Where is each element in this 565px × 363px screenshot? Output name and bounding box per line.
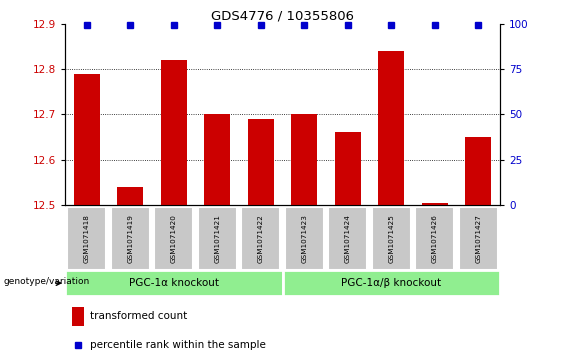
Text: GSM1071422: GSM1071422 <box>258 214 264 263</box>
Bar <box>160 60 187 205</box>
Bar <box>282 270 500 296</box>
Text: GSM1071418: GSM1071418 <box>84 214 90 263</box>
Bar <box>154 207 193 270</box>
Bar <box>465 137 492 205</box>
Text: GSM1071424: GSM1071424 <box>345 214 351 263</box>
Text: GSM1071427: GSM1071427 <box>475 214 481 263</box>
Bar <box>241 207 280 270</box>
Bar <box>291 114 318 205</box>
Bar <box>415 207 454 270</box>
Title: GDS4776 / 10355806: GDS4776 / 10355806 <box>211 9 354 23</box>
Bar <box>72 307 84 326</box>
Bar <box>247 119 274 205</box>
Bar <box>372 207 411 270</box>
Text: GSM1071420: GSM1071420 <box>171 214 177 263</box>
Bar <box>421 203 448 205</box>
Bar <box>459 207 498 270</box>
Text: PGC-1α/β knockout: PGC-1α/β knockout <box>341 278 441 288</box>
Bar <box>73 74 100 205</box>
Bar <box>67 207 106 270</box>
Bar <box>65 270 282 296</box>
Bar <box>285 207 324 270</box>
Text: transformed count: transformed count <box>90 311 188 321</box>
Bar <box>328 207 367 270</box>
Text: GSM1071425: GSM1071425 <box>388 214 394 263</box>
Text: PGC-1α knockout: PGC-1α knockout <box>129 278 219 288</box>
Text: genotype/variation: genotype/variation <box>3 277 89 286</box>
Text: GSM1071423: GSM1071423 <box>301 214 307 263</box>
Text: GSM1071419: GSM1071419 <box>127 214 133 263</box>
Bar <box>111 207 150 270</box>
Text: percentile rank within the sample: percentile rank within the sample <box>90 340 266 350</box>
Bar <box>334 132 361 205</box>
Bar <box>204 114 231 205</box>
Bar <box>378 51 405 205</box>
Bar <box>198 207 237 270</box>
Text: GSM1071426: GSM1071426 <box>432 214 438 263</box>
Bar <box>117 187 144 205</box>
Text: GSM1071421: GSM1071421 <box>214 214 220 263</box>
